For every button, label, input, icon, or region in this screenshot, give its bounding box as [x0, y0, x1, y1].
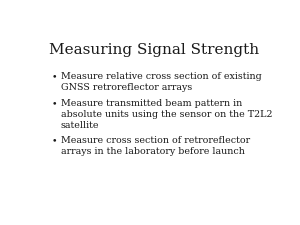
Text: Measuring Signal Strength: Measuring Signal Strength	[49, 43, 259, 57]
Text: •: •	[52, 136, 57, 145]
Text: Measure transmitted beam pattern in
absolute units using the sensor on the T2L2
: Measure transmitted beam pattern in abso…	[61, 99, 272, 130]
Text: •: •	[52, 72, 57, 81]
Text: Measure cross section of retroreflector
arrays in the laboratory before launch: Measure cross section of retroreflector …	[61, 136, 250, 156]
Text: Measure relative cross section of existing
GNSS retroreflector arrays: Measure relative cross section of existi…	[61, 72, 262, 92]
Text: •: •	[52, 99, 57, 108]
